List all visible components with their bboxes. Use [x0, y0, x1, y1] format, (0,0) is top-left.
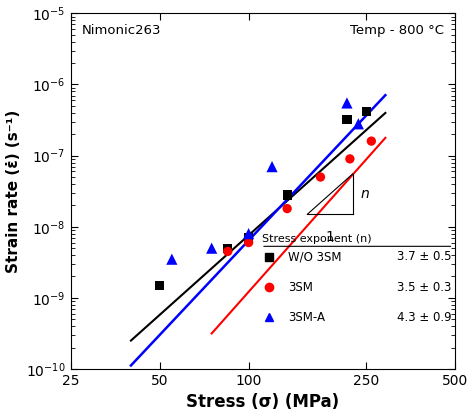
Text: 3.7 ± 0.5: 3.7 ± 0.5: [397, 251, 451, 264]
Text: Stress exponent (n): Stress exponent (n): [262, 234, 372, 244]
Point: [317, 174, 324, 181]
Point: [224, 245, 231, 251]
Point: [208, 245, 216, 251]
Point: [268, 163, 276, 170]
X-axis label: Stress (σ) (MPa): Stress (σ) (MPa): [186, 394, 339, 412]
Point: [245, 230, 253, 237]
Point: [355, 121, 362, 127]
Point: [343, 116, 351, 123]
Point: [283, 205, 291, 212]
Y-axis label: Strain rate (ε̇) (s⁻¹): Strain rate (ε̇) (s⁻¹): [6, 110, 20, 273]
Text: 3.5 ± 0.3: 3.5 ± 0.3: [397, 281, 451, 294]
Point: [363, 108, 370, 115]
Text: W/O 3SM: W/O 3SM: [288, 251, 341, 264]
Point: [224, 248, 231, 255]
Point: [283, 192, 291, 198]
Point: [346, 156, 354, 162]
Point: [156, 282, 164, 289]
Point: [343, 100, 351, 106]
Point: [168, 256, 176, 263]
Point: [367, 138, 375, 144]
Point: [245, 239, 253, 246]
Text: Temp - 800 °C: Temp - 800 °C: [350, 24, 444, 37]
Text: 1: 1: [326, 230, 335, 244]
Text: 4.3 ± 0.9: 4.3 ± 0.9: [397, 311, 451, 324]
Text: Nimonic263: Nimonic263: [82, 24, 162, 37]
Text: n: n: [360, 187, 369, 201]
Text: 3SM: 3SM: [288, 281, 313, 294]
Point: [245, 234, 253, 241]
Text: 3SM-A: 3SM-A: [288, 311, 325, 324]
